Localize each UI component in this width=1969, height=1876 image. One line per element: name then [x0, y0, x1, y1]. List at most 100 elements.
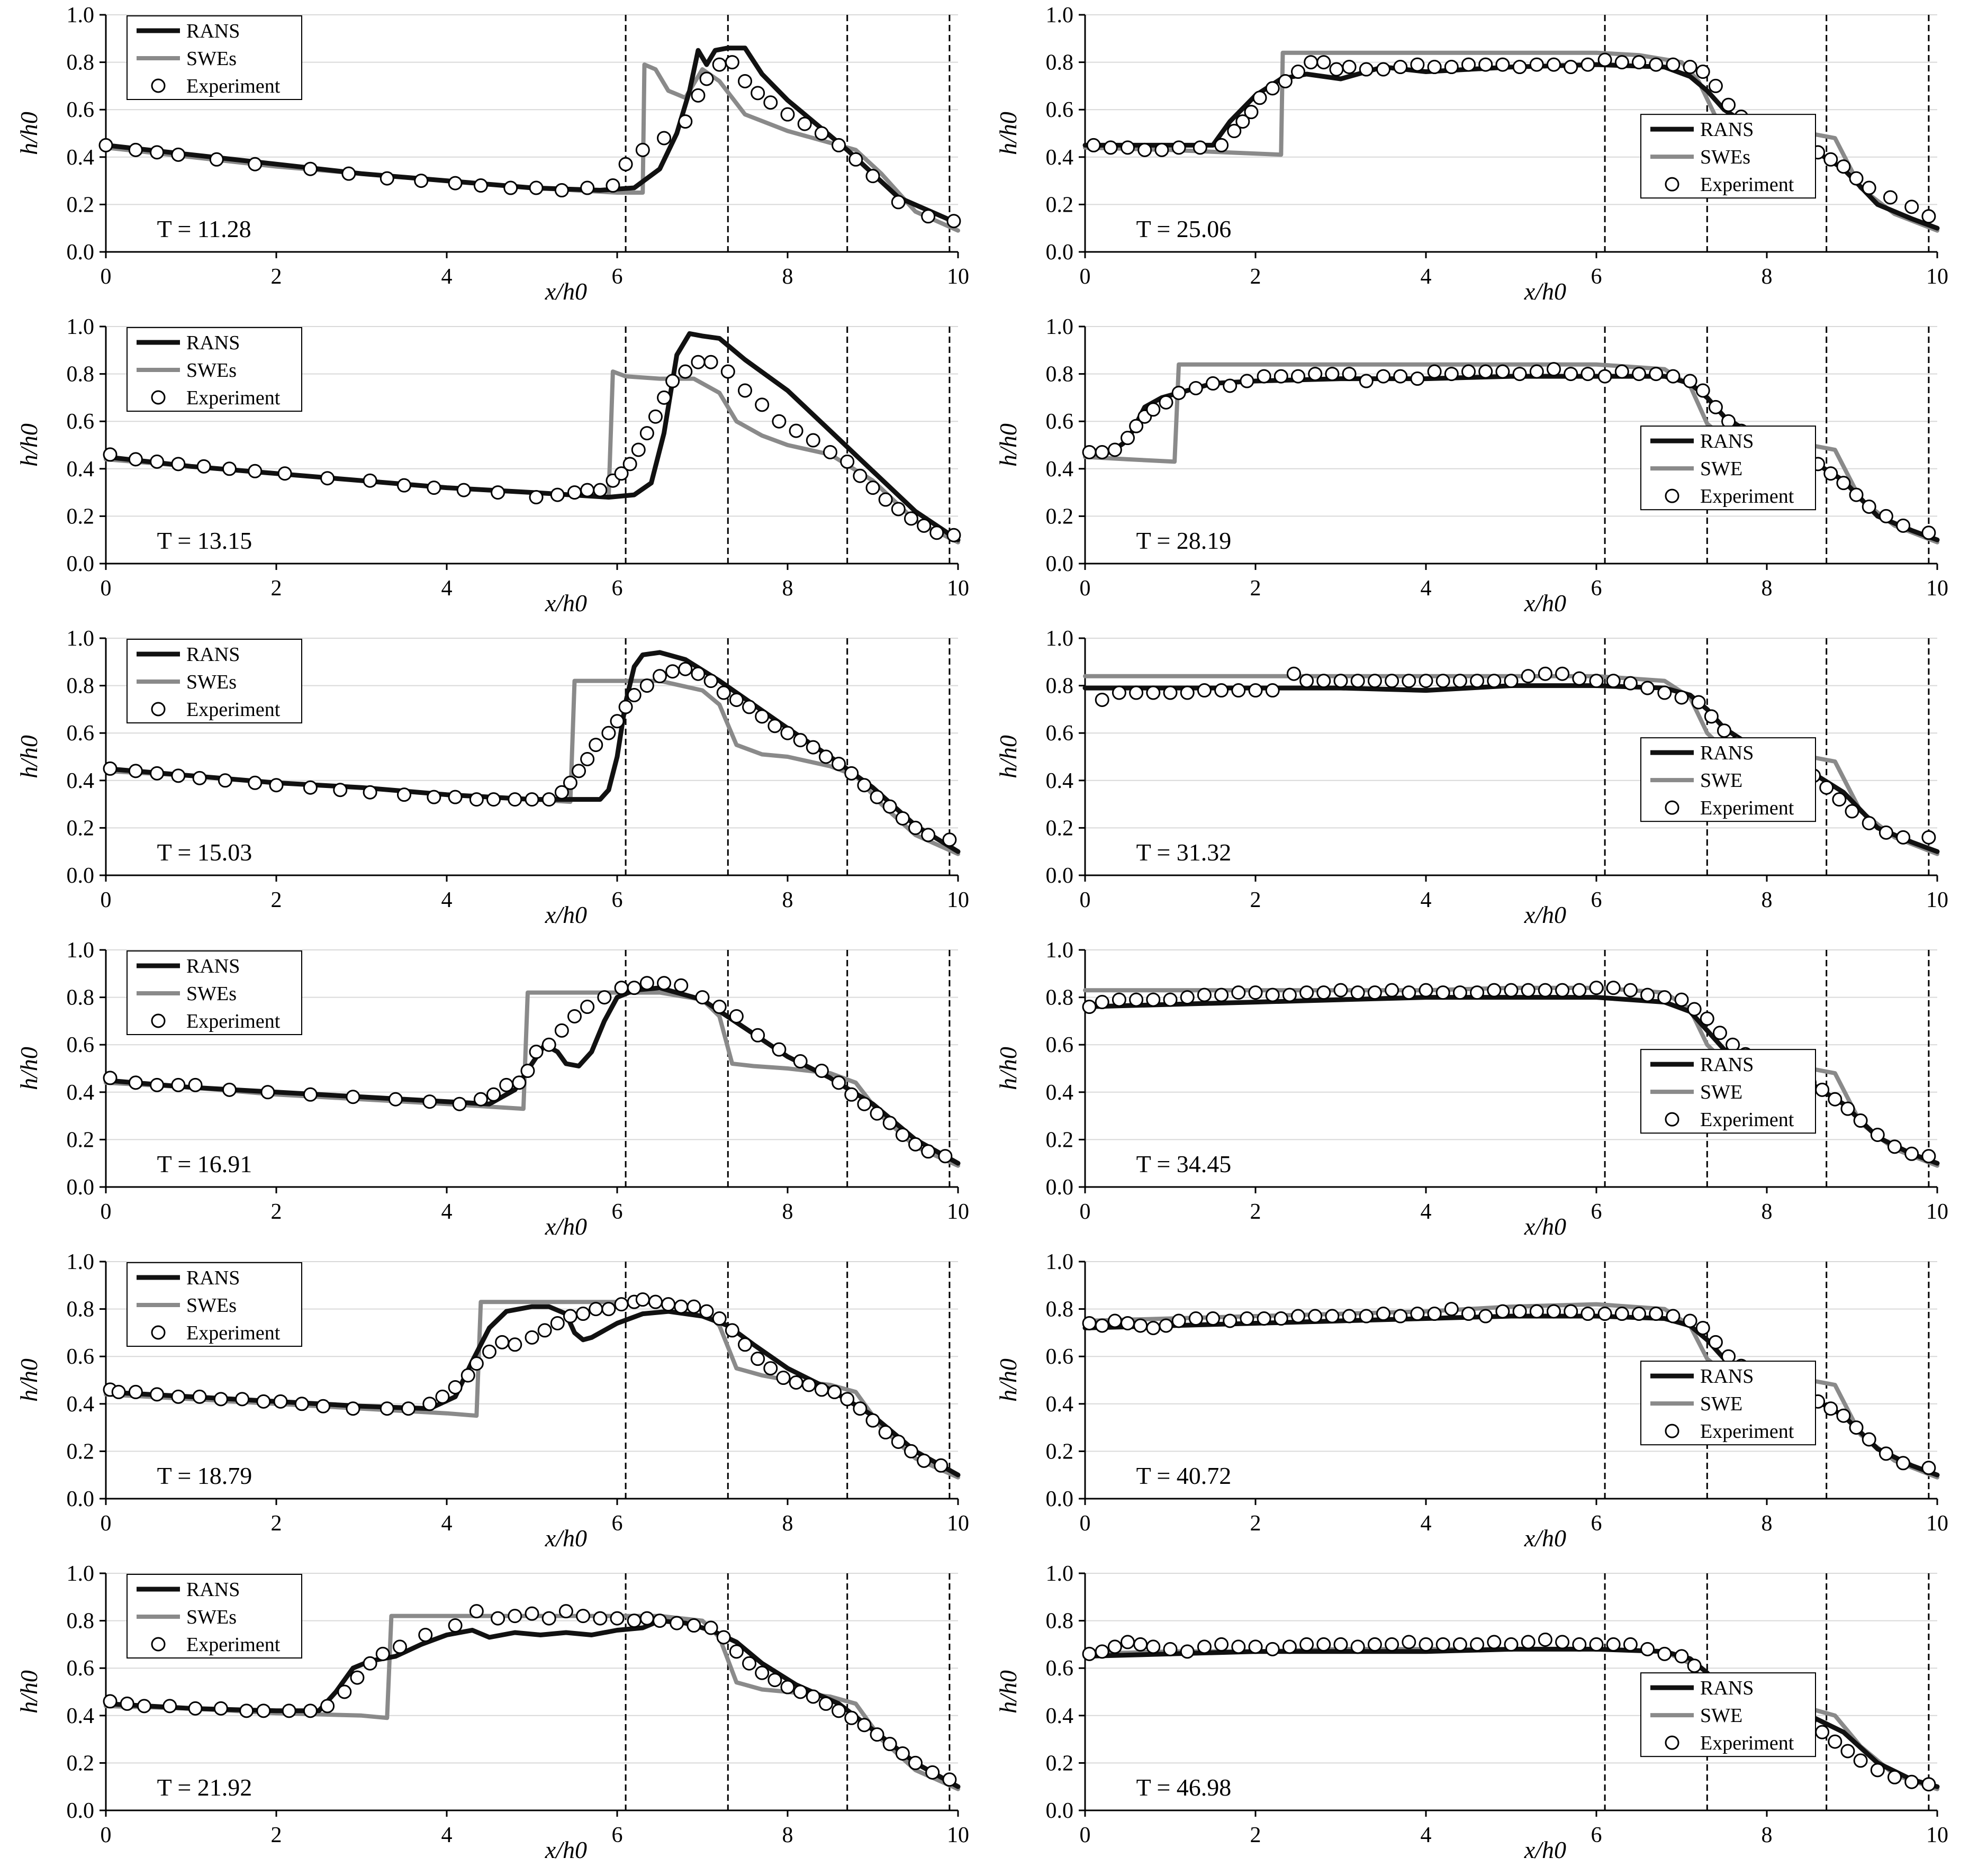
- experiment-marker: [1470, 1637, 1485, 1652]
- x-tick-label: 6: [1591, 1511, 1602, 1536]
- experiment-marker: [341, 166, 356, 181]
- experiment-marker: [550, 487, 565, 502]
- experiment-marker: [529, 1045, 544, 1059]
- experiment-marker: [469, 1604, 484, 1619]
- experiment-marker: [614, 466, 629, 481]
- y-axis-title: h/h0: [995, 1670, 1022, 1714]
- experiment-marker: [1444, 367, 1459, 382]
- experiment-marker: [1606, 1637, 1621, 1652]
- experiment-marker: [294, 1397, 309, 1411]
- experiment-marker: [529, 180, 544, 195]
- experiment-marker: [1350, 1639, 1365, 1654]
- experiment-marker: [260, 1085, 275, 1100]
- experiment-marker: [1580, 367, 1595, 382]
- experiment-marker: [567, 1009, 582, 1023]
- experiment-marker: [196, 459, 211, 474]
- experiment-marker: [823, 445, 837, 459]
- time-annotation: T = 25.06: [1136, 215, 1232, 242]
- experiment-marker: [1435, 674, 1450, 688]
- experiment-marker: [537, 1323, 552, 1338]
- experiment-marker: [1849, 1420, 1864, 1435]
- x-tick-label: 0: [1080, 265, 1091, 289]
- experiment-marker: [1478, 364, 1493, 379]
- y-tick-label: 0.2: [1046, 816, 1074, 840]
- experiment-marker: [1823, 152, 1838, 167]
- experiment-marker: [1862, 180, 1876, 195]
- experiment-marker: [1342, 60, 1357, 75]
- experiment-marker: [1589, 674, 1604, 688]
- y-tick-label: 0.8: [67, 362, 95, 387]
- legend-label: SWEs: [186, 671, 237, 693]
- experiment-marker: [1359, 374, 1374, 388]
- y-tick-label: 0.4: [67, 769, 95, 793]
- experiment-marker: [337, 1684, 352, 1699]
- y-tick-label: 0.4: [67, 1704, 95, 1728]
- experiment-marker: [814, 1382, 829, 1397]
- experiment-marker: [1512, 60, 1527, 75]
- experiment-marker: [1244, 105, 1259, 120]
- x-tick-label: 8: [1762, 888, 1773, 912]
- experiment-marker: [1180, 990, 1195, 1005]
- experiment-marker: [848, 152, 863, 167]
- experiment-marker: [1146, 992, 1161, 1007]
- experiment-marker: [503, 180, 518, 195]
- y-tick-label: 0.4: [67, 146, 95, 170]
- experiment-marker: [273, 1394, 288, 1409]
- experiment-marker: [1286, 666, 1301, 681]
- legend-experiment-swatch: [1665, 1735, 1679, 1750]
- experiment-marker: [1470, 674, 1485, 688]
- experiment-marker: [618, 157, 633, 171]
- time-annotation: T = 18.79: [157, 1462, 252, 1489]
- x-tick-label: 10: [1926, 888, 1948, 912]
- y-tick-label: 0.6: [67, 721, 95, 746]
- y-tick-label: 0.2: [1046, 1751, 1074, 1775]
- experiment-marker: [316, 1399, 331, 1413]
- experiment-marker: [1197, 683, 1212, 698]
- experiment-marker: [610, 1611, 625, 1626]
- experiment-marker: [375, 1646, 390, 1661]
- experiment-marker: [832, 138, 846, 152]
- legend-label: RANS: [186, 332, 240, 354]
- experiment-marker: [1828, 1092, 1842, 1107]
- x-tick-label: 10: [1926, 576, 1948, 601]
- experiment-marker: [1580, 57, 1595, 72]
- legend-experiment-swatch: [151, 1325, 166, 1340]
- legend-label: SWEs: [1700, 146, 1750, 168]
- x-tick-label: 8: [782, 1511, 793, 1536]
- x-tick-label: 2: [1250, 1823, 1261, 1847]
- legend-experiment-swatch: [1665, 488, 1679, 503]
- experiment-marker: [1721, 97, 1736, 112]
- experiment-marker: [870, 790, 884, 804]
- experiment-marker: [248, 775, 263, 790]
- x-tick-label: 4: [1421, 1823, 1432, 1847]
- legend-label: SWEs: [186, 1606, 237, 1628]
- experiment-marker: [550, 1316, 565, 1330]
- legend: RANS SWEs Experiment: [127, 15, 302, 100]
- experiment-marker: [171, 457, 186, 472]
- experiment-marker: [1367, 985, 1382, 1000]
- experiment-marker: [857, 778, 872, 793]
- y-tick-label: 0.6: [67, 410, 95, 434]
- experiment-marker: [554, 785, 569, 800]
- experiment-marker: [729, 692, 744, 707]
- experiment-marker: [486, 1087, 501, 1102]
- experiment-marker: [1478, 1309, 1493, 1324]
- experiment-marker: [1461, 1307, 1476, 1321]
- experiment-marker: [1495, 1304, 1510, 1319]
- experiment-marker: [827, 1384, 842, 1399]
- experiment-marker: [128, 1384, 143, 1399]
- experiment-marker: [486, 792, 501, 807]
- experiment-marker: [925, 1765, 940, 1780]
- experiment-marker: [1896, 830, 1911, 845]
- chart-panel: 0.0 0.2 0.4 0.6 0.8 1.0 0 2 4 6 8 10 x/h0 h/h0 T = 15.…: [15, 627, 969, 928]
- experiment-marker: [222, 461, 237, 476]
- experiment-marker: [1171, 1313, 1186, 1328]
- experiment-marker: [1674, 992, 1689, 1007]
- experiment-marker: [895, 811, 910, 826]
- x-tick-label: 10: [1926, 1511, 1948, 1536]
- experiment-marker: [150, 454, 165, 469]
- legend-label: RANS: [186, 1579, 240, 1601]
- x-tick-label: 10: [947, 888, 969, 912]
- experiment-marker: [703, 1620, 718, 1635]
- experiment-marker: [1402, 674, 1416, 688]
